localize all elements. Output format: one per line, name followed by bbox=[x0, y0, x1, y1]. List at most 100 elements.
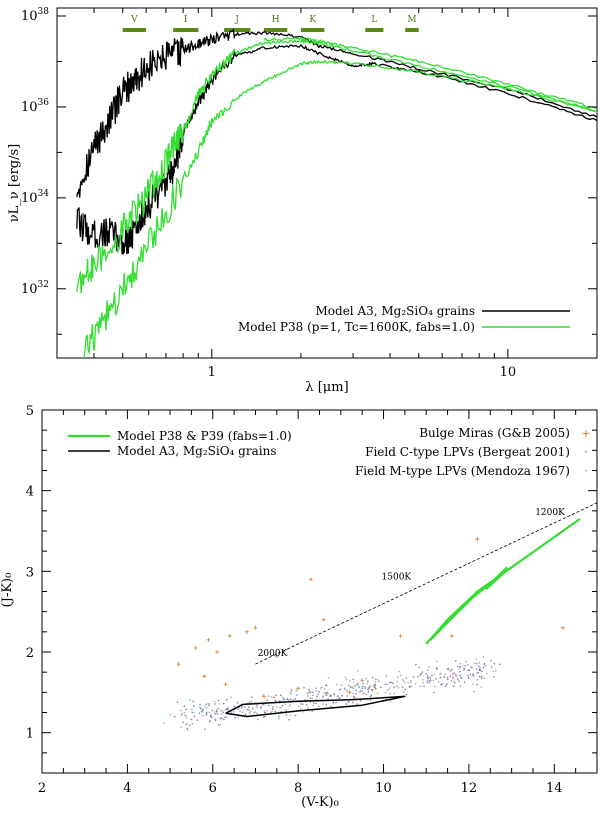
lpv-point bbox=[214, 700, 216, 703]
lpv-point bbox=[205, 703, 208, 705]
lpv-point bbox=[352, 692, 354, 695]
cc-legend-label-m-type: Field M-type LPVs (Mendoza 1967) bbox=[355, 464, 570, 478]
lpv-point bbox=[283, 698, 286, 701]
lpv-point bbox=[376, 678, 379, 681]
lpv-point bbox=[493, 662, 496, 665]
lpv-point bbox=[407, 681, 410, 684]
lpv-point bbox=[452, 676, 454, 679]
sed-panel: V I J H K L M 1 10 1032 1034 1036 1038 λ [μm] νL_ν … bbox=[7, 7, 598, 395]
lpv-point bbox=[344, 676, 347, 679]
lpv-point bbox=[493, 676, 496, 678]
lpv-point bbox=[429, 682, 431, 684]
lpv-point bbox=[249, 710, 252, 713]
lpv-point bbox=[183, 711, 186, 714]
lpv-point bbox=[478, 675, 481, 678]
cc-legend-label-bulge: Bulge Miras (G&B 2005) bbox=[419, 426, 570, 440]
cc-x-tick-label: 6 bbox=[209, 781, 217, 796]
lpv-point bbox=[477, 671, 480, 674]
lpv-point bbox=[440, 672, 442, 675]
lpv-point bbox=[492, 670, 495, 673]
lpv-point bbox=[330, 694, 332, 697]
lpv-point bbox=[304, 699, 306, 701]
lpv-point bbox=[282, 698, 285, 701]
lpv-point bbox=[459, 671, 461, 673]
lpv-point bbox=[219, 710, 222, 712]
lpv-point bbox=[459, 674, 461, 677]
lpv-point bbox=[346, 695, 348, 697]
lpv-point bbox=[369, 695, 372, 698]
lpv-point bbox=[209, 720, 211, 723]
lpv-point bbox=[472, 673, 474, 676]
lpv-point bbox=[198, 712, 201, 715]
band-bar bbox=[173, 28, 199, 32]
band-label: V bbox=[130, 15, 138, 25]
lpv-point bbox=[353, 696, 356, 698]
sed-series-line bbox=[76, 28, 598, 198]
lpv-point bbox=[190, 708, 193, 711]
blackbody-temperature-label: 1500K bbox=[382, 572, 412, 582]
lpv-point bbox=[289, 691, 292, 694]
lpv-point bbox=[330, 705, 332, 708]
lpv-point bbox=[471, 667, 473, 669]
bulge-mira-point bbox=[475, 537, 480, 542]
lpv-point bbox=[427, 669, 429, 671]
lpv-point bbox=[338, 689, 341, 691]
lpv-point bbox=[188, 724, 191, 727]
lpv-point bbox=[453, 672, 456, 674]
lpv-point bbox=[462, 669, 465, 672]
lpv-point bbox=[287, 698, 289, 701]
lpv-point bbox=[355, 689, 357, 692]
lpv-point bbox=[205, 712, 208, 714]
lpv-point bbox=[463, 681, 466, 684]
lpv-point bbox=[311, 691, 314, 694]
lpv-point bbox=[205, 713, 208, 716]
lpv-point bbox=[452, 673, 454, 675]
lpv-point bbox=[232, 711, 235, 713]
bulge-mira-point bbox=[321, 617, 326, 622]
lpv-point bbox=[416, 675, 419, 678]
lpv-point bbox=[345, 678, 348, 681]
lpv-point bbox=[315, 687, 317, 689]
lpv-point bbox=[185, 708, 187, 711]
lpv-point bbox=[250, 700, 252, 703]
sed-legend-label-green: Model P38 (p=1, Tc=1600K, fabs=1.0) bbox=[238, 320, 475, 334]
lpv-point bbox=[325, 703, 328, 706]
lpv-point bbox=[396, 685, 398, 687]
lpv-point bbox=[374, 678, 377, 680]
lpv-point bbox=[290, 689, 293, 691]
lpv-point bbox=[327, 677, 330, 679]
lpv-point bbox=[414, 682, 417, 685]
band-label: K bbox=[309, 15, 316, 25]
lpv-point bbox=[443, 675, 445, 678]
lpv-point bbox=[482, 666, 485, 669]
sed-ticks: 1 10 1032 1034 1036 1038 bbox=[21, 7, 598, 380]
lpv-point bbox=[243, 706, 246, 708]
lpv-point bbox=[227, 708, 229, 711]
sed-series-line bbox=[263, 36, 598, 110]
cc-y-tick-label: 3 bbox=[26, 565, 34, 580]
lpv-point bbox=[409, 679, 412, 682]
lpv-point bbox=[358, 686, 361, 689]
bulge-mira-point bbox=[560, 625, 565, 630]
lpv-point bbox=[435, 678, 437, 680]
lpv-point bbox=[181, 714, 183, 716]
lpv-point bbox=[220, 717, 222, 720]
lpv-point bbox=[348, 684, 350, 687]
lpv-point bbox=[398, 687, 400, 689]
lpv-point bbox=[358, 691, 360, 693]
lpv-point bbox=[214, 713, 216, 715]
cc-y-tick-label: 5 bbox=[26, 404, 34, 419]
lpv-point bbox=[240, 706, 243, 709]
lpv-point bbox=[401, 686, 404, 688]
lpv-point bbox=[256, 704, 258, 707]
lpv-point bbox=[476, 683, 479, 686]
lpv-point bbox=[428, 666, 430, 668]
band-bar bbox=[300, 28, 325, 32]
lpv-point bbox=[214, 718, 216, 720]
lpv-point bbox=[241, 711, 243, 713]
lpv-point bbox=[450, 668, 453, 671]
lpv-point bbox=[224, 709, 227, 711]
lpv-point bbox=[204, 705, 206, 707]
bulge-mira-point bbox=[193, 645, 198, 650]
lpv-point bbox=[187, 729, 189, 731]
